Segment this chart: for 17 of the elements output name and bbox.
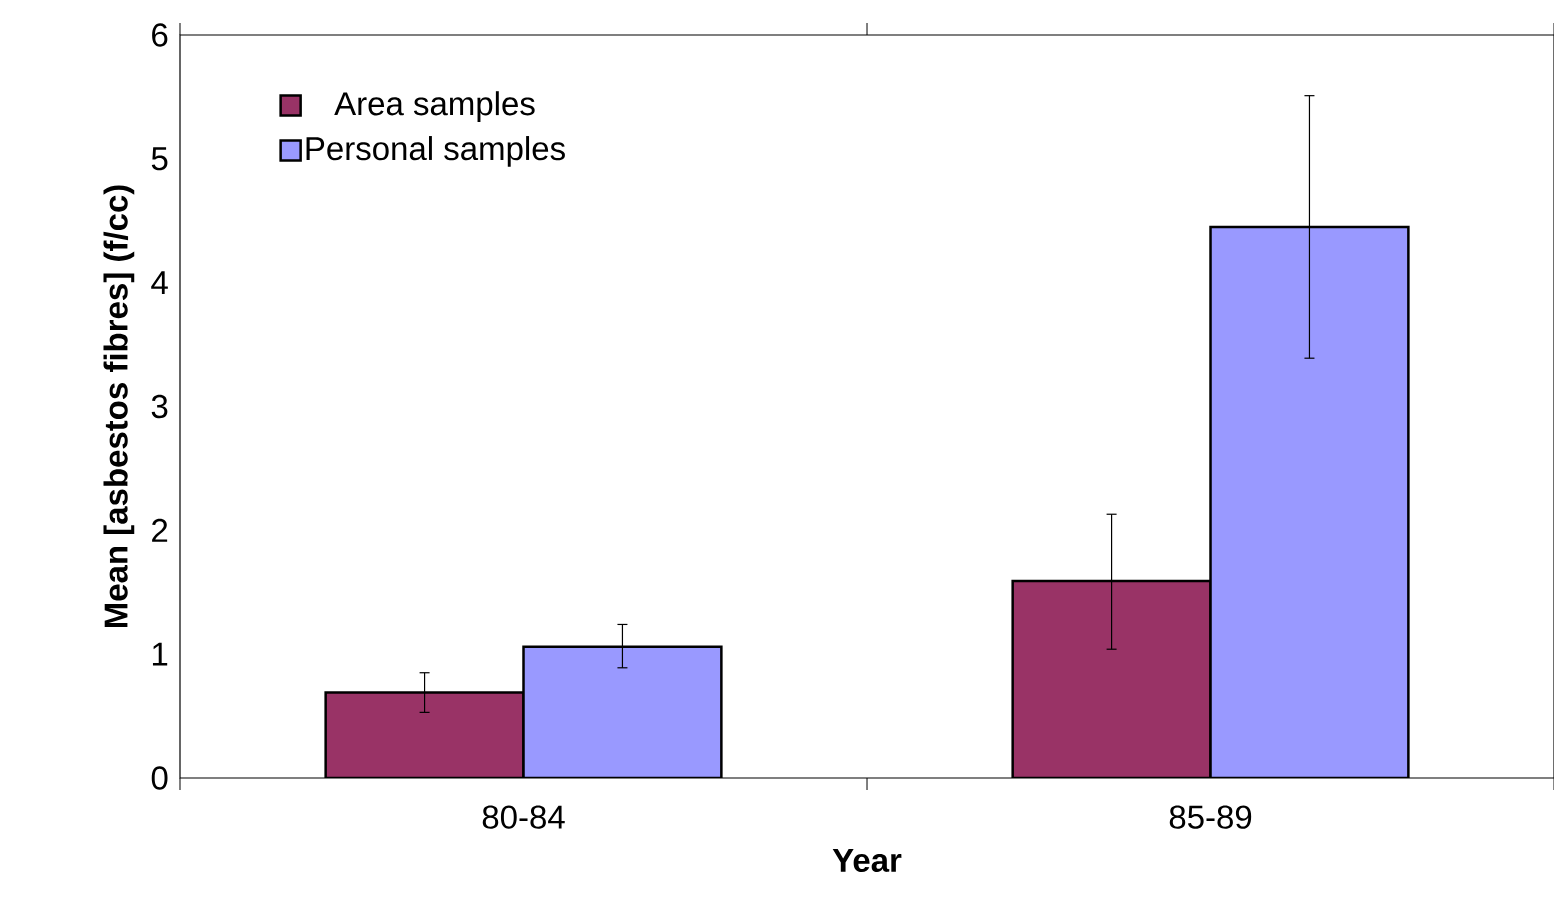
y-tick-label: 4 — [151, 271, 168, 295]
x-tick-label: 85-89 — [1169, 805, 1252, 829]
bar — [1011, 579, 1212, 778]
y-tick-label: 2 — [152, 518, 168, 542]
bar — [324, 691, 525, 778]
y-tick-label: 3 — [151, 394, 168, 419]
y-tick-label: 5 — [151, 147, 168, 171]
y-tick-label: 0 — [151, 766, 168, 790]
bar — [1209, 225, 1410, 778]
y-axis-title: Mean [asbestos fibres] (f/cc) — [103, 185, 135, 628]
legend-label: Personal samples — [306, 136, 565, 167]
y-tick-label: 6 — [152, 23, 168, 47]
bar — [522, 645, 723, 778]
x-tick-label: 80-84 — [482, 805, 565, 829]
legend-label: Area samples — [334, 91, 535, 122]
x-axis-title: Year — [832, 849, 902, 873]
y-tick-label: 1 — [152, 642, 168, 666]
